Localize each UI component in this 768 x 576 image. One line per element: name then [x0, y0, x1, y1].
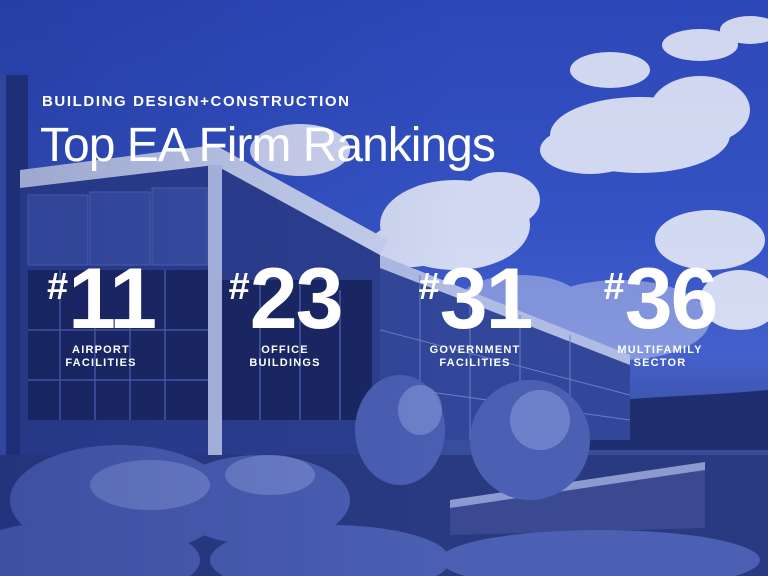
rank-digits: 11 [68, 251, 157, 347]
rank-digits: 31 [439, 251, 534, 347]
ranking-airport: #11 AIRPORT FACILITIES [16, 256, 186, 370]
hash-symbol: # [603, 266, 625, 308]
ranking-office: #23 OFFICE BUILDINGS [200, 256, 370, 370]
category-label-line2: FACILITIES [65, 357, 137, 369]
rank-digits: 36 [624, 251, 719, 347]
category-label-line1: OFFICE [261, 344, 309, 356]
rank-number: #23 [200, 256, 370, 342]
hash-symbol: # [228, 266, 250, 308]
category-label-line1: GOVERNMENT [429, 344, 521, 356]
rank-digits: 23 [249, 251, 344, 347]
category-label-line2: SECTOR [633, 357, 687, 369]
hash-symbol: # [418, 266, 440, 308]
category-label-line2: BUILDINGS [249, 357, 321, 369]
rank-number: #31 [390, 256, 560, 342]
ranking-government: #31 GOVERNMENT FACILITIES [390, 256, 560, 370]
rank-number: #11 [16, 256, 186, 342]
category-label-line1: AIRPORT [72, 344, 130, 356]
category-label-line2: FACILITIES [439, 357, 511, 369]
publication-name: BUILDING DESIGN+CONSTRUCTION [42, 93, 351, 110]
ranking-multifamily: #36 MULTIFAMILY SECTOR [575, 256, 745, 370]
category-label-line1: MULTIFAMILY [617, 344, 703, 356]
rank-number: #36 [575, 256, 745, 342]
hash-symbol: # [46, 266, 69, 308]
page-title: Top EA Firm Rankings [40, 119, 496, 172]
